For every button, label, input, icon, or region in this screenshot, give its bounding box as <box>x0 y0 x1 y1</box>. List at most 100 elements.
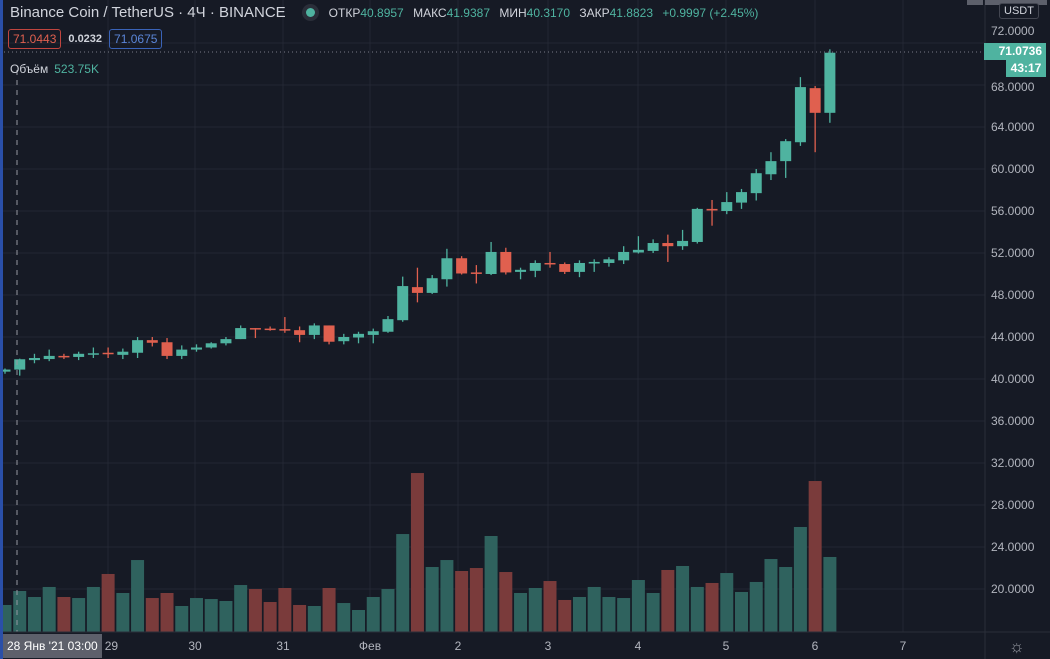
candle-body <box>780 141 792 162</box>
market-open-dot-icon <box>305 8 315 17</box>
candle-body <box>662 243 674 247</box>
candle-body <box>411 287 423 293</box>
high-value: 41.9387 <box>446 5 490 20</box>
candle-body <box>485 251 497 274</box>
candle-body <box>117 351 129 355</box>
candle-body <box>308 325 320 335</box>
candle-body <box>146 340 158 343</box>
volume-bar <box>808 481 822 632</box>
candle-body <box>544 262 556 265</box>
low-label: МИН <box>499 5 527 20</box>
volume-bar <box>42 586 56 632</box>
symbol-title[interactable]: Binance Coin / TetherUS · 4Ч · BINANCE <box>10 4 286 21</box>
candle-body <box>500 251 512 273</box>
candle-body <box>721 202 733 211</box>
volume-bar <box>572 596 586 632</box>
price-axis[interactable]: 72.0000 68.0000 64.0000 60.0000 56.0000 52.00… <box>991 24 1035 596</box>
change-value: +0.9997 (+2.45%) <box>662 5 759 20</box>
volume-bar <box>735 591 748 632</box>
volume-bar <box>793 526 807 632</box>
currency-unit-button[interactable]: USDT <box>999 3 1039 19</box>
candle-body <box>691 208 703 242</box>
volume-bar <box>13 590 27 632</box>
candle-body <box>132 340 144 353</box>
candle-body <box>205 343 217 348</box>
candle-body <box>750 173 762 194</box>
candle-body <box>397 286 409 321</box>
candle-body <box>264 328 276 331</box>
candle-body <box>529 262 541 271</box>
left-edge-bar <box>0 0 3 659</box>
sell-button[interactable]: 71.0443 <box>8 29 62 49</box>
close-label: ЗАКР <box>579 5 610 20</box>
candle-body <box>426 278 438 293</box>
volume-bar <box>779 567 793 632</box>
volume-bar <box>101 573 115 632</box>
time-tick-label: 4 <box>635 639 642 653</box>
volume-bar <box>131 560 145 632</box>
volume-bar <box>366 596 380 632</box>
volume-bar <box>86 586 100 632</box>
add-button[interactable] <box>967 0 983 5</box>
volume-bar <box>499 572 513 632</box>
volume-bar <box>514 593 528 632</box>
crosshair-time-label: 28 Янв '21 03:00 <box>3 634 102 658</box>
volume-bar <box>676 565 690 632</box>
high-label: МАКС <box>413 5 447 20</box>
candle-body <box>573 262 585 272</box>
volume-bar <box>749 581 763 632</box>
candle-body <box>559 264 571 272</box>
spread-value: 0.0232 <box>68 33 103 45</box>
time-tick-label: 7 <box>900 639 907 653</box>
volume-bar <box>234 585 248 632</box>
volume-bar <box>661 569 675 632</box>
price-tick-label: 48.0000 <box>991 288 1035 302</box>
candle-body <box>588 261 600 264</box>
volume-bar <box>293 604 307 632</box>
time-tick-label: 31 <box>276 639 290 653</box>
volume-bar <box>587 586 601 632</box>
volume-bar <box>823 556 837 632</box>
volume-bar <box>189 598 203 632</box>
time-axis[interactable]: 29 30 31 Фев 2 3 4 5 6 7 <box>105 639 907 653</box>
candle-body <box>87 353 99 355</box>
candle-body <box>456 258 468 274</box>
volume-bar <box>337 603 351 632</box>
price-tick-label: 24.0000 <box>991 540 1035 554</box>
volume-bar <box>646 593 660 632</box>
price-tick-label: 28.0000 <box>991 498 1035 512</box>
candle-body <box>249 328 261 330</box>
volume-bar <box>278 587 292 632</box>
last-price-label: 71.0736 <box>984 43 1046 60</box>
time-tick-label: 29 <box>105 639 119 653</box>
volume-bar <box>425 567 439 632</box>
bar-countdown: 43:17 <box>1006 60 1046 77</box>
price-tick-label: 20.0000 <box>991 582 1035 596</box>
open-label: ОТКР <box>328 5 361 20</box>
candle-body <box>338 337 350 342</box>
buy-button[interactable]: 71.0675 <box>109 29 163 49</box>
ohlc-values: ОТКР40.8957 МАКС41.9387 МИН40.3170 ЗАКР4… <box>329 6 765 20</box>
gear-icon[interactable]: ☼ <box>1009 637 1025 656</box>
candle-body <box>58 355 70 358</box>
volume-bar <box>558 599 572 632</box>
price-tick-label: 40.0000 <box>991 372 1035 386</box>
price-tick-label: 68.0000 <box>991 80 1035 94</box>
candle-body <box>632 249 644 253</box>
volume-label[interactable]: Объём <box>10 62 49 76</box>
volume-bar <box>455 570 469 632</box>
volume-legend: Объём 523.75K <box>10 62 99 76</box>
price-tick-label: 52.0000 <box>991 246 1035 260</box>
volume-bar <box>322 587 336 632</box>
candle-body <box>367 331 379 335</box>
candle-body <box>14 359 26 370</box>
volume-bar <box>204 599 218 632</box>
volume-value: 523.75K <box>54 62 99 76</box>
open-value: 40.8957 <box>360 5 404 20</box>
volume-bar <box>248 589 262 632</box>
volume-bar <box>307 606 321 632</box>
volume-bar <box>160 593 174 632</box>
time-tick-label: Фев <box>359 639 381 653</box>
candle-body <box>73 353 85 357</box>
